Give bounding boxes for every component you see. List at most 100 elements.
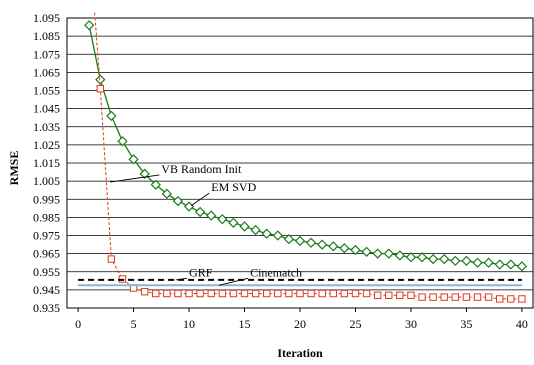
x-tick-label: 30 <box>405 317 417 331</box>
data-point <box>484 293 493 301</box>
y-tick-label: 1.025 <box>33 138 60 152</box>
data-point <box>328 241 339 252</box>
data-point <box>350 244 361 256</box>
data-point <box>373 291 382 300</box>
data-point <box>207 289 215 298</box>
annotation-label: VB Random Init <box>161 162 242 176</box>
data-point <box>263 289 271 298</box>
data-point <box>261 228 272 239</box>
series-group <box>78 12 528 303</box>
data-point <box>383 248 394 259</box>
data-point <box>496 295 504 303</box>
data-point <box>405 252 417 263</box>
data-point <box>416 252 428 263</box>
x-tick-label: 35 <box>460 317 472 331</box>
data-point <box>272 230 283 241</box>
data-point <box>396 291 404 300</box>
annotation-label: GRF <box>189 265 213 279</box>
y-tick-label: 1.095 <box>33 11 60 25</box>
data-point <box>427 253 439 265</box>
y-tick-label: 0.955 <box>33 265 60 279</box>
y-tick-label: 1.075 <box>33 47 60 61</box>
data-point <box>185 289 193 298</box>
data-point <box>473 293 482 301</box>
data-point <box>429 293 437 301</box>
data-point <box>472 257 483 268</box>
data-point <box>128 154 139 165</box>
series-line <box>88 25 523 267</box>
y-tick-label: 0.935 <box>33 301 60 315</box>
data-point <box>161 188 173 199</box>
x-tick-label: 40 <box>516 317 528 331</box>
data-point <box>96 84 104 93</box>
x-tick-label: 0 <box>75 317 81 331</box>
data-point <box>450 255 461 267</box>
x-tick-label: 25 <box>349 317 361 331</box>
data-point <box>361 246 372 257</box>
data-point <box>518 295 526 303</box>
data-point <box>439 253 450 265</box>
y-tick-label: 1.035 <box>33 120 60 134</box>
data-point <box>440 293 448 301</box>
data-point <box>106 110 117 122</box>
data-point <box>117 136 128 147</box>
data-point <box>239 221 250 232</box>
data-point <box>218 289 227 298</box>
annotation-label: Cinematch <box>250 265 302 279</box>
x-tick-label: 10 <box>183 317 195 331</box>
data-point <box>140 287 149 296</box>
annotation-leader <box>191 192 210 206</box>
x-tick-labels: 0 5 10 15 20 25 30 35 40 <box>75 317 528 331</box>
y-tick-label: 1.015 <box>33 156 60 170</box>
data-point <box>150 179 161 190</box>
data-point <box>194 206 206 218</box>
data-point <box>196 289 204 298</box>
data-point <box>152 289 160 298</box>
y-tick-labels: 0.935 0.945 0.955 0.965 0.975 0.985 0.995 1.005… <box>33 11 60 315</box>
data-point <box>251 289 260 298</box>
data-point <box>451 293 460 301</box>
data-point <box>217 214 228 225</box>
data-point <box>172 195 184 207</box>
data-point <box>307 289 315 298</box>
data-point <box>372 248 383 259</box>
data-point <box>250 224 261 236</box>
data-point <box>516 261 528 272</box>
data-point <box>339 243 350 254</box>
y-tick-label: 0.965 <box>33 247 60 261</box>
data-point <box>174 289 182 298</box>
data-point <box>84 20 95 31</box>
y-tick-label: 0.985 <box>33 210 60 224</box>
data-point <box>240 289 249 298</box>
axes <box>66 17 534 312</box>
data-point <box>329 289 337 298</box>
y-tick-label: 0.995 <box>33 192 60 206</box>
data-point <box>462 293 471 301</box>
annotation-label: EM SVD <box>211 180 256 194</box>
data-point <box>283 233 295 245</box>
data-point <box>394 250 406 261</box>
data-point <box>340 289 349 298</box>
data-point <box>351 289 360 298</box>
data-point <box>294 235 306 247</box>
data-point <box>362 289 371 298</box>
annotations: VB Random Init EM SVD GRF Cinematch <box>110 162 302 286</box>
data-point <box>494 259 505 270</box>
x-tick-label: 15 <box>239 317 251 331</box>
y-axis-title: RMSE <box>7 151 21 186</box>
data-point <box>163 289 171 298</box>
y-tick-label: 1.055 <box>33 84 60 98</box>
annotation-leader <box>218 277 249 286</box>
data-point <box>461 255 472 267</box>
data-point <box>483 257 494 268</box>
y-tick-label: 1.045 <box>33 102 60 116</box>
x-tick-label: 20 <box>294 317 306 331</box>
y-tick-label: 0.975 <box>33 229 60 243</box>
annotation-leader <box>175 277 188 281</box>
data-point <box>206 210 217 221</box>
data-point <box>507 295 515 303</box>
y-tick-label: 1.085 <box>33 29 60 43</box>
series-line <box>94 12 522 300</box>
y-tick-label: 1.065 <box>33 65 60 79</box>
